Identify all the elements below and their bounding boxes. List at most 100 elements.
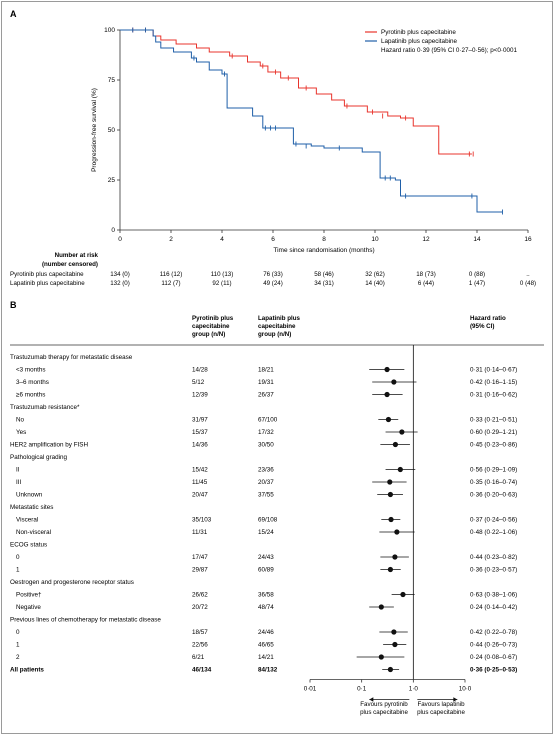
forest-point xyxy=(378,604,384,610)
col-lapatinib-header-3: group (n/N) xyxy=(258,331,291,338)
forest-pyrotinib-value: 15/37 xyxy=(192,429,208,436)
forest-x-tick-label: 1·0 xyxy=(409,686,419,693)
forest-lapatinib-value: 60/89 xyxy=(258,567,274,574)
favours-lapatinib-1: Favours lapatinib xyxy=(417,701,465,708)
forest-point xyxy=(387,491,394,498)
risk-table-subtitle: (number censored) xyxy=(42,261,98,268)
km-curve-lapatinib xyxy=(120,29,503,213)
col-lapatinib-header-1: Lapatinib plus xyxy=(258,315,300,322)
forest-pyrotinib-value: 20/47 xyxy=(192,492,208,499)
forest-row-label: ≥6 months xyxy=(16,392,45,399)
forest-pyrotinib-value: 11/45 xyxy=(192,479,208,486)
forest-row-label: Unknown xyxy=(16,492,43,499)
forest-row-label: II xyxy=(16,467,20,474)
forest-lapatinib-value: 26/37 xyxy=(258,392,274,399)
forest-point xyxy=(387,566,394,573)
forest-hr-text: 0·24 (0·08–0·67) xyxy=(470,654,517,661)
forest-lapatinib-value: 30/50 xyxy=(258,442,274,449)
forest-hr-text: 0·63 (0·38–1·06) xyxy=(470,592,517,599)
col-pyrotinib-header-2: capecitabine xyxy=(192,323,230,330)
forest-hr-text: 0·42 (0·16–1·15) xyxy=(470,379,517,386)
km-x-tick-label: 16 xyxy=(524,236,532,243)
risk-cell: 14 (40) xyxy=(365,280,385,287)
forest-pyrotinib-value: 20/72 xyxy=(192,604,208,611)
forest-hr-text: 0·36 (0·25–0·53) xyxy=(470,667,517,674)
forest-row-label: Positive† xyxy=(16,592,42,599)
forest-lapatinib-value: 46/65 xyxy=(258,642,274,649)
col-hr-header-1: Hazard ratio xyxy=(470,315,506,322)
km-y-tick-label: 50 xyxy=(108,127,116,134)
forest-point xyxy=(387,479,393,485)
forest-pyrotinib-value: 18/57 xyxy=(192,629,208,636)
forest-lapatinib-value: 24/43 xyxy=(258,554,274,561)
forest-point xyxy=(397,466,403,473)
forest-x-tick-label: 0·01 xyxy=(304,686,317,693)
risk-cell: 116 (12) xyxy=(160,271,183,278)
forest-row-label: 2 xyxy=(16,654,20,661)
forest-row-label: All patients xyxy=(10,667,44,674)
forest-pyrotinib-value: 15/42 xyxy=(192,467,208,474)
forest-point xyxy=(384,366,390,373)
forest-lapatinib-value: 69/108 xyxy=(258,517,278,524)
forest-hr-text: 0·36 (0·23–0·57) xyxy=(470,567,517,574)
col-hr-header-2: (95% CI) xyxy=(470,323,494,330)
forest-row-label: Visceral xyxy=(16,517,38,524)
forest-hr-text: 0·56 (0·29–1·09) xyxy=(470,467,517,474)
forest-row-label: ECOG status xyxy=(10,542,47,549)
km-x-tick-label: 14 xyxy=(473,236,481,243)
forest-row-label: Oestrogen and progesterone receptor stat… xyxy=(10,579,134,586)
forest-lapatinib-value: 23/36 xyxy=(258,467,274,474)
risk-table: Number at risk (number censored) Pyrotin… xyxy=(10,252,536,287)
forest-hr-text: 0·24 (0·14–0·42) xyxy=(470,604,517,611)
favours-pyrotinib-2: plus capecitabine xyxy=(360,709,408,716)
forest-hr-text: 0·31 (0·16–0·62) xyxy=(470,392,517,399)
legend-label: Lapatinib plus capecitabine xyxy=(381,38,457,45)
forest-row-label: 0 xyxy=(16,554,20,561)
risk-table-title: Number at risk xyxy=(55,252,99,259)
km-y-tick-label: 75 xyxy=(108,77,116,84)
km-x-axis-label: Time since randomisation (months) xyxy=(273,247,374,254)
risk-cell: 1 (47) xyxy=(469,280,485,287)
forest-row-label: Previous lines of chemotherapy for metas… xyxy=(10,617,161,624)
forest-pyrotinib-value: 31/97 xyxy=(192,417,208,424)
forest-pyrotinib-value: 14/28 xyxy=(192,367,208,374)
forest-row-label: 3–6 months xyxy=(16,379,49,386)
km-x-tick-label: 0 xyxy=(118,236,122,243)
forest-point xyxy=(399,429,405,435)
risk-cell: 58 (46) xyxy=(314,271,334,278)
risk-cell: 0 (48) xyxy=(520,280,536,287)
forest-row-label: Negative xyxy=(16,604,41,611)
forest-pyrotinib-value: 11/31 xyxy=(192,529,208,536)
km-y-tick-label: 100 xyxy=(104,27,115,34)
legend-label: Pyrotinib plus capecitabine xyxy=(381,29,456,36)
km-hazard-ratio-annotation: Hazard ratio 0·39 (95% CI 0·27–0·56); p<… xyxy=(381,47,517,54)
km-plot: 0 25 50 75 100 0 2 4 6 8 10 12 14 16 Time since random… xyxy=(91,27,532,254)
forest-hr-text: 0·37 (0·24–0·56) xyxy=(470,517,517,524)
forest-lapatinib-value: 37/55 xyxy=(258,492,274,499)
forest-pyrotinib-value: 29/87 xyxy=(192,567,208,574)
forest-lapatinib-value: 36/58 xyxy=(258,592,274,599)
risk-cell: 92 (11) xyxy=(212,280,231,287)
forest-row-label: No xyxy=(16,417,25,424)
risk-cell: 0 (88) xyxy=(469,271,485,278)
forest-lapatinib-value: 84/132 xyxy=(258,667,278,674)
forest-footer: Favours pyrotinib plus capecitabine Favo… xyxy=(360,701,465,716)
forest-hr-text: 0·42 (0·22–0·78) xyxy=(470,629,517,636)
forest-hr-text: 0·45 (0·23–0·86) xyxy=(470,442,517,449)
km-x-tick-label: 12 xyxy=(422,236,430,243)
km-x-tick-label: 4 xyxy=(220,236,224,243)
forest-hr-text: 0·60 (0·29–1·21) xyxy=(470,429,517,436)
forest-lapatinib-value: 18/21 xyxy=(258,367,274,374)
risk-row-label: Lapatinib plus capecitabine xyxy=(10,280,85,287)
km-x-tick-label: 8 xyxy=(322,236,326,243)
forest-row-label: Metastatic sites xyxy=(10,504,53,511)
forest-row-label: 0 xyxy=(16,629,20,636)
arrow-head-right-icon xyxy=(453,697,458,702)
forest-row-label: III xyxy=(16,479,21,486)
km-y-tick-label: 0 xyxy=(111,227,115,234)
forest-point xyxy=(385,416,392,423)
panel-b-label: B xyxy=(10,300,17,310)
forest-row-label: Trastuzumab resistance* xyxy=(10,404,80,411)
km-x-tick-label: 2 xyxy=(169,236,173,243)
